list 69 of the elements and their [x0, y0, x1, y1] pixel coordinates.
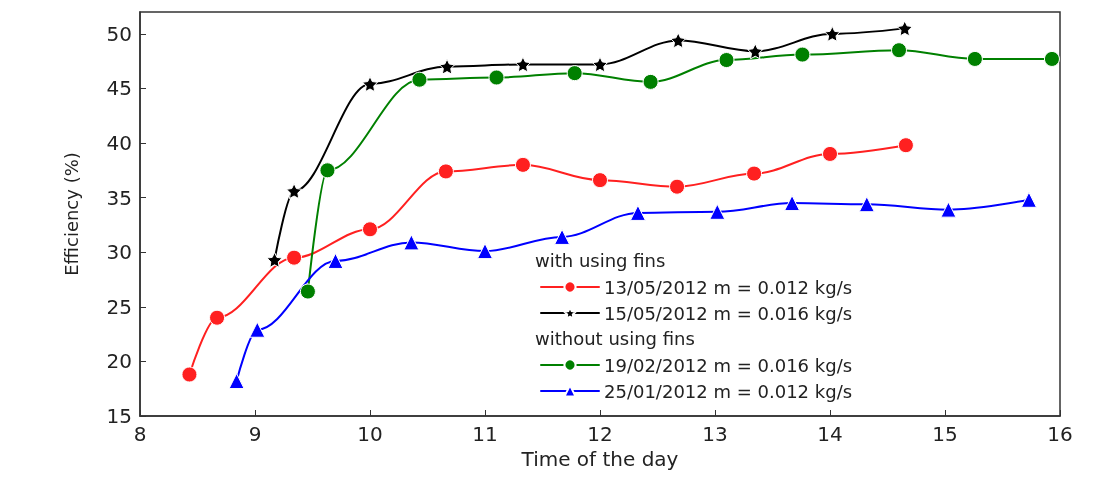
point	[286, 183, 303, 200]
x-tick-label: 10	[357, 422, 383, 446]
point	[327, 252, 344, 269]
point	[784, 195, 801, 212]
point	[554, 228, 571, 245]
point	[437, 163, 454, 180]
point	[1020, 191, 1037, 208]
point	[566, 65, 583, 82]
point	[592, 56, 608, 73]
legend-label: 25/01/2012 m = 0.012 kg/s	[604, 380, 853, 402]
point	[891, 42, 907, 59]
point	[228, 373, 245, 390]
point	[477, 243, 493, 260]
annotation: without using fins	[535, 327, 695, 349]
legend-label: 19/02/2012 m = 0.016 kg/s	[604, 354, 853, 376]
point	[592, 172, 608, 189]
point	[299, 283, 316, 300]
point	[858, 196, 875, 213]
point	[514, 156, 531, 173]
point	[670, 32, 687, 49]
point	[403, 234, 420, 251]
point	[940, 201, 957, 218]
legend-label: 13/05/2012 m = 0.012 kg/s	[604, 276, 853, 298]
point	[718, 52, 735, 69]
point	[746, 165, 763, 182]
point	[824, 25, 841, 42]
y-tick-label: 20	[106, 349, 132, 374]
point	[669, 178, 686, 195]
y-tick-label: 50	[106, 21, 132, 46]
legend-label: 15/05/2012 m = 0.016 kg/s	[604, 302, 853, 324]
point	[488, 69, 505, 86]
x-tick-label: 11	[472, 422, 498, 446]
point	[319, 162, 336, 179]
point	[249, 321, 266, 338]
y-tick-label: 45	[106, 76, 132, 101]
point	[362, 221, 378, 238]
x-tick-label: 14	[817, 422, 843, 446]
y-tick-label: 15	[106, 404, 132, 428]
x-tick-label: 9	[248, 422, 262, 446]
point	[439, 58, 456, 75]
y-tick-label: 35	[106, 185, 132, 210]
annotation: with using fins	[535, 249, 666, 271]
point	[266, 251, 283, 268]
point	[629, 204, 646, 221]
point	[794, 46, 811, 63]
x-tick-label: 12	[587, 422, 613, 446]
point	[209, 309, 226, 326]
point	[514, 56, 531, 73]
point	[896, 20, 913, 37]
x-tick-label: 8	[133, 422, 147, 446]
point	[181, 366, 198, 383]
point	[286, 249, 303, 266]
point	[709, 203, 726, 220]
x-tick-label: 16	[1047, 422, 1073, 446]
point	[897, 137, 914, 154]
x-axis-title: Time of the day	[520, 446, 679, 471]
point	[411, 71, 428, 88]
y-tick-label: 40	[106, 131, 132, 156]
point	[362, 76, 378, 93]
x-tick-label: 15	[932, 422, 958, 446]
point	[1043, 50, 1060, 67]
y-tick-label: 25	[106, 294, 132, 319]
point	[642, 73, 659, 90]
y-tick-label: 30	[106, 240, 132, 265]
x-tick-label: 13	[702, 422, 728, 446]
point	[966, 50, 983, 67]
point	[747, 43, 764, 60]
point	[822, 145, 838, 162]
y-axis-title: Efficiency (%)	[60, 152, 82, 276]
